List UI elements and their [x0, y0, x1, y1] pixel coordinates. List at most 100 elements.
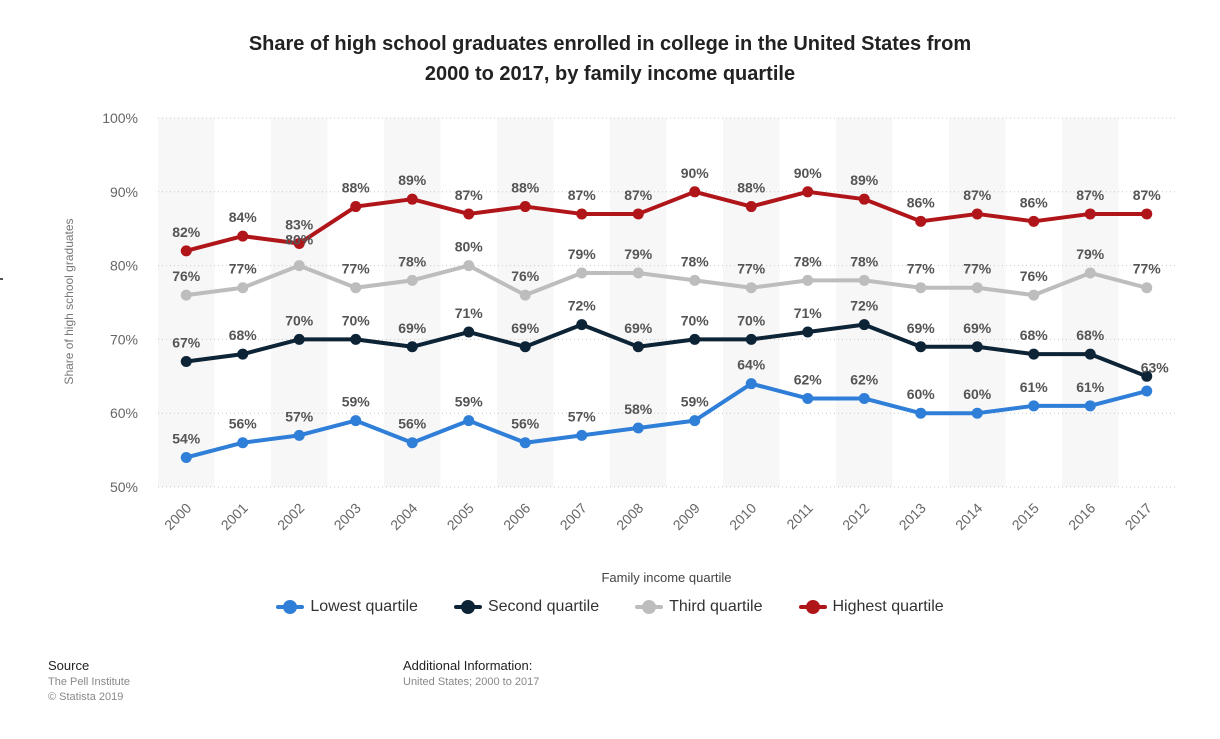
series-1-data-label: 69% — [624, 320, 653, 336]
y-tick-label: 100% — [102, 110, 138, 126]
series-2-point — [689, 274, 701, 286]
series-1-data-label: 68% — [1076, 327, 1105, 343]
legend-item-highest[interactable]: Highest quartile — [798, 598, 944, 616]
series-2-point — [1028, 289, 1040, 301]
series-3-point — [519, 201, 531, 213]
series-2-point — [745, 282, 757, 294]
series-2-data-label: 76% — [1020, 268, 1049, 284]
series-2-data-label: 78% — [794, 253, 823, 269]
series-3-point — [1028, 215, 1040, 227]
series-1-data-label: 71% — [455, 305, 484, 321]
series-3-data-label: 90% — [794, 165, 823, 181]
series-0-data-label: 61% — [1076, 379, 1105, 395]
legend-label-second: Second quartile — [487, 598, 600, 615]
legend-label-lowest: Lowest quartile — [310, 598, 418, 615]
series-1-data-label: 69% — [398, 320, 427, 336]
series-3-point — [576, 208, 588, 220]
series-0-point — [858, 392, 870, 404]
series-0-point — [463, 415, 475, 427]
series-2-point — [802, 274, 814, 286]
source-line-2: © Statista 2019 — [48, 691, 124, 703]
series-2-point — [858, 274, 870, 286]
x-tick-label: 2007 — [557, 500, 590, 533]
series-3-point — [632, 208, 644, 220]
series-1-point — [237, 348, 249, 360]
y-tick-label: 60% — [110, 405, 138, 421]
series-2-point — [1084, 267, 1096, 279]
series-0-point — [1141, 385, 1153, 397]
line-chart: 50% 60% 70% 80% 90% 100% 2000 2001 2002 2003 2004 2… — [62, 110, 1175, 585]
series-1-point — [1028, 348, 1040, 360]
series-1-data-label: 69% — [963, 320, 992, 336]
legend-swatch-second — [453, 600, 482, 614]
series-2-data-label: 77% — [342, 261, 371, 277]
series-3-data-label: 87% — [455, 187, 484, 203]
x-tick-label: 2011 — [783, 500, 816, 533]
series-2-data-label: 78% — [681, 253, 710, 269]
series-1-point — [463, 326, 475, 338]
x-tick-label: 2001 — [218, 500, 251, 533]
x-tick-label: 2013 — [896, 500, 929, 533]
series-1-data-label: 71% — [794, 305, 823, 321]
series-3-data-label: 83% — [285, 216, 314, 232]
series-1-data-label: 68% — [1020, 327, 1049, 343]
series-0-data-label: 57% — [285, 408, 314, 424]
series-3-point — [180, 245, 192, 257]
series-1-data-label: 70% — [285, 312, 314, 328]
x-tick-label: 2000 — [161, 500, 194, 533]
series-3-point — [802, 186, 814, 198]
series-1-point — [689, 333, 701, 345]
series-3-point — [406, 193, 418, 205]
series-2-data-label: 80% — [455, 239, 484, 255]
series-line-3 — [184, 189, 1149, 253]
series-2-point — [350, 282, 362, 294]
series-2-point — [463, 260, 475, 272]
series-3-data-label: 88% — [342, 180, 371, 196]
x-tick-label: 2004 — [387, 500, 420, 533]
series-0-point — [350, 415, 362, 427]
x-tick-label: 2002 — [274, 500, 307, 533]
series-3-point — [689, 186, 701, 198]
column-band — [949, 118, 1006, 487]
legend-swatch-third — [635, 600, 664, 614]
y-tick-label: 90% — [110, 184, 138, 200]
series-0-data-label: 62% — [850, 371, 879, 387]
x-tick-label: 2015 — [1009, 500, 1042, 533]
series-2-data-label: 78% — [398, 253, 427, 269]
x-tick-label: 2005 — [444, 500, 477, 533]
series-0-point — [802, 392, 814, 404]
series-2-point — [237, 282, 249, 294]
series-1-point — [576, 319, 588, 331]
legend-item-third[interactable]: Third quartile — [635, 598, 763, 616]
series-2-point — [632, 267, 644, 279]
series-3-point — [858, 193, 870, 205]
series-0-point — [1028, 400, 1040, 412]
series-2-data-label: 78% — [850, 253, 879, 269]
series-0-data-label: 63% — [1141, 359, 1170, 375]
series-0-point — [576, 429, 588, 441]
series-0-data-label: 60% — [963, 386, 992, 402]
series-2-data-label: 80% — [285, 232, 314, 248]
series-3-data-label: 86% — [907, 194, 936, 210]
series-2-point — [293, 260, 305, 272]
series-0-data-label: 54% — [172, 430, 201, 446]
legend-item-second[interactable]: Second quartile — [453, 598, 600, 616]
series-0-point — [689, 415, 701, 427]
y-axis-title: Share of high school graduates — [62, 218, 76, 384]
x-tick-label: 2008 — [613, 500, 646, 533]
additional-info-heading: Additional Information: — [403, 658, 533, 673]
series-3-point — [237, 230, 249, 242]
y-tick-label: 80% — [110, 258, 138, 274]
series-3-data-label: 90% — [681, 165, 710, 181]
series-1-data-label: 68% — [229, 327, 258, 343]
x-tick-label: 2017 — [1122, 500, 1155, 533]
legend-swatch-highest — [798, 600, 827, 614]
column-band — [1062, 118, 1119, 487]
series-0-data-label: 57% — [568, 408, 597, 424]
source-line-1[interactable]: The Pell Institute — [48, 676, 130, 688]
series-2-point — [180, 289, 192, 301]
series-3-point — [293, 237, 305, 249]
legend-item-lowest[interactable]: Lowest quartile — [276, 598, 418, 616]
series-0-point — [971, 407, 983, 419]
series-1-point — [180, 356, 192, 368]
